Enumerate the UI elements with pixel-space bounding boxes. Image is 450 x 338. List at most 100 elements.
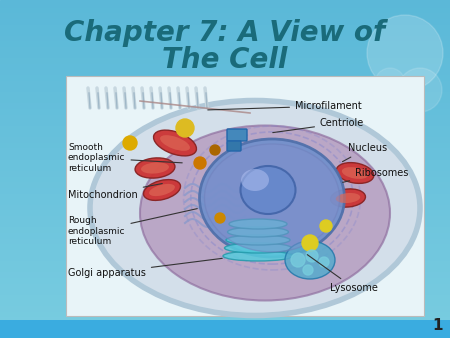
Text: Lysosome: Lysosome	[307, 255, 378, 293]
Bar	[0, 197, 450, 203]
Ellipse shape	[228, 227, 288, 237]
Ellipse shape	[144, 179, 180, 200]
Ellipse shape	[240, 166, 296, 214]
FancyBboxPatch shape	[227, 141, 241, 151]
Bar	[0, 237, 450, 242]
Ellipse shape	[223, 251, 293, 261]
Text: Ribosomes: Ribosomes	[343, 168, 409, 183]
Bar	[0, 203, 450, 209]
Ellipse shape	[226, 235, 290, 245]
Bar	[0, 169, 450, 175]
Bar	[0, 248, 450, 254]
Ellipse shape	[90, 100, 420, 315]
Bar	[0, 90, 450, 96]
Bar	[0, 287, 450, 293]
Bar	[0, 265, 450, 270]
Bar	[0, 0, 450, 6]
Circle shape	[375, 68, 405, 98]
Bar	[0, 304, 450, 310]
Bar	[0, 242, 450, 248]
Bar	[0, 320, 450, 338]
Bar	[0, 152, 450, 158]
Bar	[0, 68, 450, 73]
Ellipse shape	[135, 158, 175, 178]
Bar	[0, 259, 450, 265]
Ellipse shape	[160, 135, 190, 151]
Bar	[0, 84, 450, 90]
Bar	[0, 158, 450, 163]
Bar	[0, 129, 450, 135]
Bar	[0, 180, 450, 186]
Bar	[0, 146, 450, 152]
Circle shape	[367, 15, 443, 91]
Text: Centriole: Centriole	[273, 118, 364, 132]
Bar	[0, 327, 450, 332]
Bar	[0, 214, 450, 220]
Bar	[0, 141, 450, 146]
Bar	[0, 163, 450, 169]
Bar	[0, 175, 450, 180]
Ellipse shape	[336, 193, 360, 203]
Bar	[0, 107, 450, 113]
Bar	[0, 62, 450, 68]
Bar	[0, 276, 450, 282]
Bar	[0, 315, 450, 321]
Ellipse shape	[342, 167, 368, 179]
Bar	[0, 192, 450, 197]
Circle shape	[291, 253, 305, 267]
Text: Rough
endoplasmic
reticulum: Rough endoplasmic reticulum	[68, 209, 197, 246]
Bar	[0, 135, 450, 141]
Ellipse shape	[285, 241, 335, 279]
Bar	[66, 76, 424, 316]
Circle shape	[306, 250, 318, 262]
Circle shape	[302, 235, 318, 251]
Bar	[0, 11, 450, 17]
Bar	[0, 220, 450, 225]
Ellipse shape	[149, 184, 175, 196]
Bar	[0, 270, 450, 276]
Ellipse shape	[141, 162, 169, 174]
Bar	[0, 79, 450, 84]
Bar	[0, 73, 450, 79]
Bar	[0, 101, 450, 107]
Bar	[0, 293, 450, 298]
Text: The Cell: The Cell	[162, 46, 288, 74]
Bar	[0, 332, 450, 338]
Bar	[0, 310, 450, 315]
Circle shape	[398, 68, 442, 112]
FancyBboxPatch shape	[227, 129, 247, 141]
Circle shape	[215, 213, 225, 223]
Bar	[0, 186, 450, 192]
Text: Microfilament: Microfilament	[208, 101, 362, 111]
Text: Chapter 7: A View of: Chapter 7: A View of	[64, 19, 386, 47]
Circle shape	[303, 265, 313, 275]
Ellipse shape	[204, 144, 339, 252]
Bar	[0, 45, 450, 51]
Ellipse shape	[331, 189, 365, 207]
Bar	[0, 34, 450, 40]
Text: Mitochondrion: Mitochondrion	[68, 184, 162, 200]
Bar	[0, 321, 450, 327]
Ellipse shape	[336, 163, 374, 184]
Text: Golgi apparatus: Golgi apparatus	[68, 258, 222, 278]
Circle shape	[176, 119, 194, 137]
Ellipse shape	[199, 139, 345, 257]
Ellipse shape	[140, 125, 390, 300]
Circle shape	[210, 145, 220, 155]
Bar	[0, 96, 450, 101]
Bar	[0, 254, 450, 259]
Bar	[0, 225, 450, 231]
Text: Nucleus: Nucleus	[342, 143, 387, 162]
Circle shape	[123, 136, 137, 150]
Bar	[0, 40, 450, 45]
Circle shape	[319, 257, 329, 267]
Bar	[0, 113, 450, 118]
Ellipse shape	[229, 219, 287, 229]
Circle shape	[320, 220, 332, 232]
Bar	[0, 231, 450, 237]
Bar	[0, 17, 450, 23]
Text: 1: 1	[432, 318, 443, 333]
Text: Smooth
endoplasmic
reticulum: Smooth endoplasmic reticulum	[68, 143, 182, 173]
Bar	[0, 51, 450, 56]
Bar	[0, 298, 450, 304]
